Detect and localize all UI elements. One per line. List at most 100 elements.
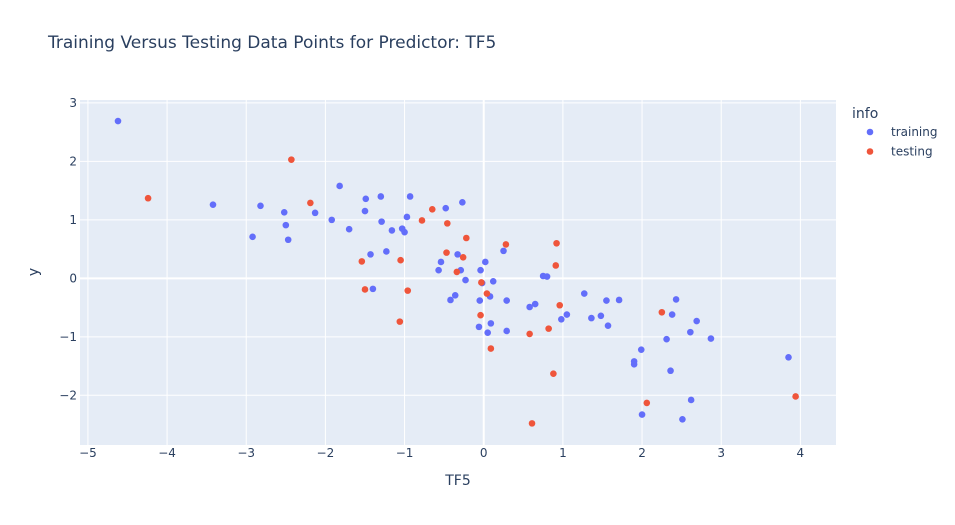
data-point-training[interactable] bbox=[442, 204, 450, 212]
data-point-testing[interactable] bbox=[552, 262, 560, 269]
data-point-testing[interactable] bbox=[545, 325, 552, 332]
data-point-training[interactable] bbox=[638, 411, 646, 418]
data-point-training[interactable] bbox=[500, 247, 507, 255]
data-point-training[interactable] bbox=[462, 276, 469, 284]
data-point-training[interactable] bbox=[477, 266, 484, 274]
data-point-training[interactable] bbox=[280, 208, 288, 216]
data-point-training[interactable] bbox=[543, 273, 551, 280]
data-point-testing[interactable] bbox=[361, 286, 369, 293]
data-point-training[interactable] bbox=[369, 285, 377, 293]
data-point-training[interactable] bbox=[377, 193, 385, 200]
data-point-testing[interactable] bbox=[288, 156, 295, 163]
data-point-training[interactable] bbox=[383, 248, 390, 255]
data-point-training[interactable] bbox=[503, 327, 510, 335]
data-point-training[interactable] bbox=[284, 236, 292, 244]
data-point-training[interactable] bbox=[637, 346, 645, 353]
data-point-testing[interactable] bbox=[487, 345, 495, 352]
data-point-training[interactable] bbox=[484, 329, 491, 337]
data-point-testing[interactable] bbox=[658, 308, 666, 316]
data-point-training[interactable] bbox=[401, 228, 408, 236]
legend-item-testing[interactable]: testing bbox=[866, 145, 933, 159]
data-point-training[interactable] bbox=[476, 297, 484, 304]
data-point-training[interactable] bbox=[526, 303, 533, 311]
data-point-training[interactable] bbox=[693, 317, 700, 325]
data-point-training[interactable] bbox=[667, 367, 674, 375]
data-point-testing[interactable] bbox=[643, 399, 651, 407]
data-point-training[interactable] bbox=[249, 233, 256, 241]
data-point-training[interactable] bbox=[580, 290, 588, 297]
data-point-training[interactable] bbox=[687, 328, 694, 336]
data-point-testing[interactable] bbox=[483, 290, 491, 297]
data-point-testing[interactable] bbox=[502, 241, 510, 248]
data-point-testing[interactable] bbox=[477, 311, 484, 319]
data-point-training[interactable] bbox=[588, 314, 595, 322]
data-point-testing[interactable] bbox=[396, 318, 404, 325]
data-point-training[interactable] bbox=[311, 209, 319, 217]
data-point-training[interactable] bbox=[209, 201, 217, 208]
data-point-testing[interactable] bbox=[358, 258, 366, 265]
data-point-training[interactable] bbox=[487, 320, 495, 327]
data-point-training[interactable] bbox=[328, 216, 336, 224]
data-point-training[interactable] bbox=[672, 296, 680, 303]
data-point-testing[interactable] bbox=[428, 206, 436, 213]
data-point-training[interactable] bbox=[454, 251, 461, 258]
data-point-testing[interactable] bbox=[459, 253, 467, 261]
data-point-training[interactable] bbox=[336, 182, 343, 190]
data-point-training[interactable] bbox=[459, 199, 466, 206]
data-point-training[interactable] bbox=[388, 227, 396, 234]
data-point-testing[interactable] bbox=[144, 194, 152, 202]
data-point-training[interactable] bbox=[451, 292, 459, 299]
data-point-training[interactable] bbox=[668, 311, 676, 318]
data-point-training[interactable] bbox=[482, 258, 489, 266]
data-point-testing[interactable] bbox=[443, 249, 450, 256]
data-point-testing[interactable] bbox=[453, 268, 461, 276]
data-point-training[interactable] bbox=[437, 258, 445, 266]
legend[interactable]: info training testing bbox=[852, 106, 938, 159]
data-point-training[interactable] bbox=[563, 311, 571, 318]
data-point-training[interactable] bbox=[362, 195, 370, 203]
data-point-training[interactable] bbox=[257, 202, 264, 210]
data-point-training[interactable] bbox=[679, 415, 686, 423]
data-point-training[interactable] bbox=[597, 312, 605, 320]
data-point-testing[interactable] bbox=[307, 199, 314, 207]
data-point-training[interactable] bbox=[475, 323, 483, 331]
data-point-testing[interactable] bbox=[397, 256, 404, 264]
data-point-training[interactable] bbox=[707, 335, 715, 342]
data-point-training[interactable] bbox=[378, 218, 385, 225]
data-point-testing[interactable] bbox=[463, 234, 470, 242]
data-point-testing[interactable] bbox=[553, 239, 560, 247]
legend-item-training[interactable]: training bbox=[866, 125, 938, 139]
data-point-testing[interactable] bbox=[528, 420, 536, 427]
data-point-testing[interactable] bbox=[550, 370, 557, 377]
x-tick-label: −5 bbox=[79, 446, 97, 460]
data-point-testing[interactable] bbox=[418, 217, 426, 224]
data-point-training[interactable] bbox=[489, 277, 497, 285]
data-point-training[interactable] bbox=[345, 225, 353, 233]
data-point-training[interactable] bbox=[447, 296, 454, 304]
data-point-testing[interactable] bbox=[556, 301, 564, 309]
data-point-training[interactable] bbox=[558, 315, 565, 323]
data-point-training[interactable] bbox=[406, 193, 414, 200]
data-point-training[interactable] bbox=[604, 322, 612, 330]
data-point-training[interactable] bbox=[663, 335, 670, 343]
data-point-training[interactable] bbox=[630, 361, 638, 368]
data-point-training[interactable] bbox=[531, 300, 539, 308]
data-point-training[interactable] bbox=[367, 251, 374, 258]
data-point-training[interactable] bbox=[114, 117, 122, 125]
y-tick-label: 2 bbox=[69, 154, 77, 168]
data-point-testing[interactable] bbox=[478, 279, 485, 286]
data-point-training[interactable] bbox=[361, 207, 369, 215]
data-point-testing[interactable] bbox=[526, 330, 533, 338]
data-point-training[interactable] bbox=[503, 297, 510, 304]
data-point-training[interactable] bbox=[687, 396, 695, 404]
data-point-testing[interactable] bbox=[444, 220, 451, 227]
data-point-training[interactable] bbox=[435, 266, 442, 274]
data-point-training[interactable] bbox=[785, 353, 792, 361]
data-point-training[interactable] bbox=[603, 297, 610, 304]
data-point-training[interactable] bbox=[615, 296, 623, 304]
data-point-testing[interactable] bbox=[792, 393, 799, 400]
data-point-training[interactable] bbox=[403, 213, 411, 221]
data-point-testing[interactable] bbox=[404, 287, 412, 294]
data-point-training[interactable] bbox=[282, 221, 290, 229]
